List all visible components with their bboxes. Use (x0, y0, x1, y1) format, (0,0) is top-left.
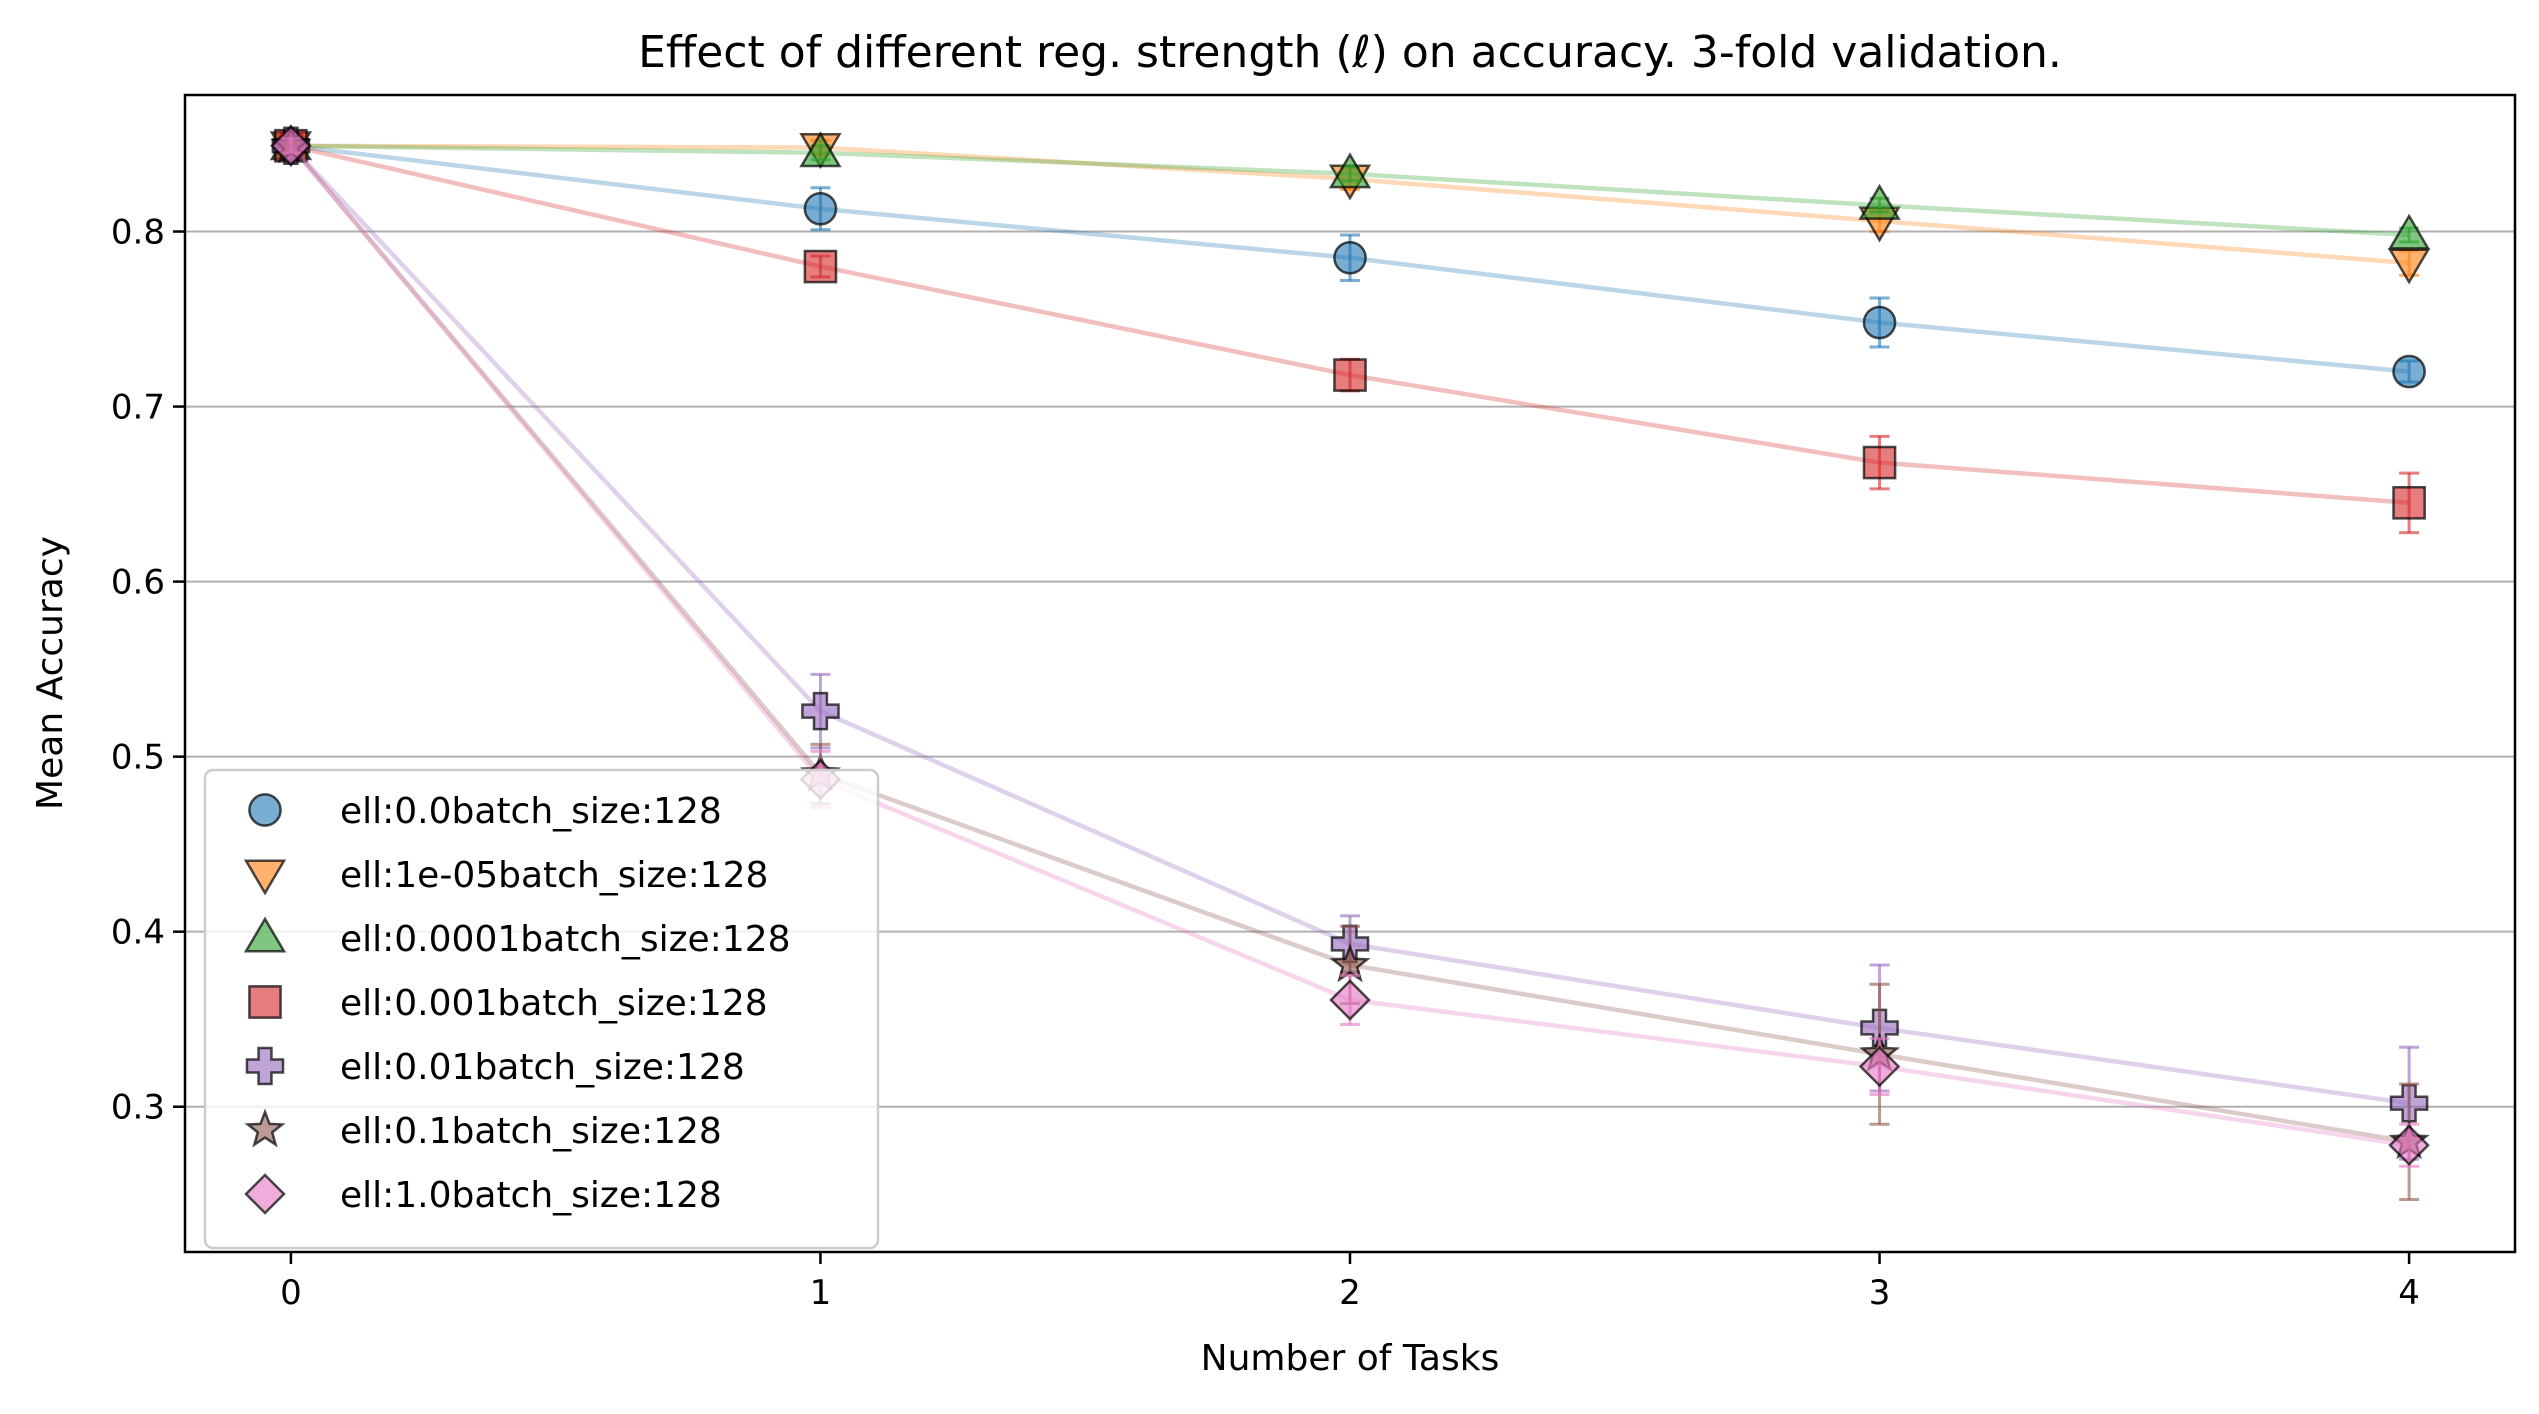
data-point (1329, 943, 1371, 983)
data-point (801, 691, 840, 731)
legend-marker (248, 985, 282, 1019)
chart-title: Effect of different reg. strength (ℓ) on… (638, 27, 2062, 78)
data-point (1862, 305, 1897, 340)
x-tick-label: 3 (1869, 1273, 1891, 1313)
y-axis-label: Mean Accuracy (30, 536, 71, 810)
legend-label: ell:0.1batch_size:128 (340, 1111, 722, 1152)
legend-entry: ell:0.01batch_size:128 (245, 1046, 745, 1088)
data-point (1333, 240, 1367, 275)
axis-ticks: 0.3 0.4 0.5 0.6 0.7 0.8 0 1 2 3 4 (111, 213, 2420, 1313)
data-point (803, 249, 838, 284)
y-tick-label: 0.3 (111, 1088, 165, 1128)
legend-entry: ell:1e-05batch_size:128 (243, 855, 768, 896)
x-axis-label: Number of Tasks (1201, 1338, 1500, 1379)
y-tick-label: 0.5 (111, 738, 165, 778)
data-point (1862, 445, 1897, 480)
legend-entry: ell:0.001batch_size:128 (248, 983, 768, 1024)
x-tick-label: 2 (1339, 1273, 1361, 1313)
legend-label: ell:0.01batch_size:128 (340, 1047, 745, 1088)
x-tick-label: 1 (810, 1273, 832, 1313)
legend-box (203, 768, 880, 1250)
legend-marker (248, 793, 282, 827)
legend-entry: ell:0.0batch_size:128 (248, 791, 722, 832)
data-point (1858, 1045, 1901, 1088)
legend-label: ell:1.0batch_size:128 (340, 1175, 722, 1216)
data-point (1858, 183, 1901, 220)
y-tick-label: 0.4 (111, 913, 165, 953)
legend-entry: ell:0.0001batch_size:128 (243, 916, 791, 960)
data-point (2392, 354, 2426, 389)
legend-marker (243, 859, 287, 896)
legend-label: ell:0.001batch_size:128 (340, 983, 768, 1024)
data-point (803, 191, 838, 226)
data-point (2387, 248, 2431, 285)
data-point (1329, 979, 1371, 1021)
data-point (2387, 213, 2431, 250)
x-tick-label: 4 (2398, 1273, 2420, 1313)
legend-entry: ell:1.0batch_size:128 (244, 1173, 722, 1216)
data-point (1328, 152, 1372, 189)
data-point (799, 131, 842, 168)
legend-marker (244, 1108, 286, 1148)
legend: ell:0.0batch_size:128 ell:1e-05batch_size… (203, 768, 880, 1250)
data-point (2388, 1124, 2430, 1166)
legend-label: ell:0.0batch_size:128 (340, 791, 722, 832)
data-point (270, 124, 312, 167)
data-point (1333, 358, 1367, 392)
legend-label: ell:1e-05batch_size:128 (340, 855, 768, 896)
legend-label: ell:0.0001batch_size:128 (340, 919, 791, 960)
data-point (2392, 486, 2426, 520)
y-tick-label: 0.7 (111, 388, 165, 428)
legend-marker (245, 1046, 285, 1086)
y-tick-label: 0.8 (111, 213, 165, 253)
x-tick-label: 0 (280, 1273, 302, 1313)
legend-entry: ell:0.1batch_size:128 (244, 1108, 722, 1152)
legend-marker (243, 916, 287, 953)
legend-marker (244, 1173, 286, 1215)
y-tick-label: 0.6 (111, 563, 165, 603)
